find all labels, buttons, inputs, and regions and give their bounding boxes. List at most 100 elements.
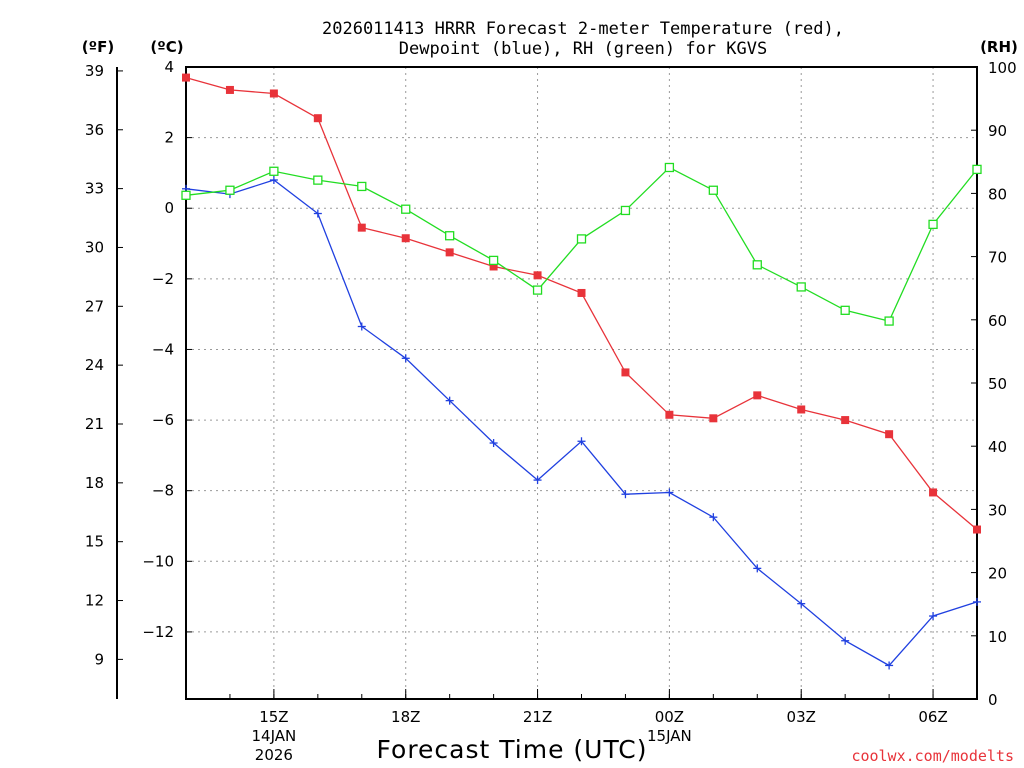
temperature-point bbox=[225, 85, 234, 94]
fahrenheit-tick-label: 24 bbox=[85, 356, 104, 374]
dewpoint-point bbox=[797, 599, 806, 608]
celsius-axis-label: (ºC) bbox=[150, 38, 183, 56]
rh-line bbox=[185, 166, 978, 322]
celsius-tick-label: −8 bbox=[152, 482, 174, 500]
dewpoint-point bbox=[489, 439, 498, 448]
celsius-tick-label: −12 bbox=[142, 623, 174, 641]
temperature-point bbox=[577, 288, 586, 297]
temperature-point bbox=[533, 271, 542, 280]
dewpoint-point bbox=[973, 597, 981, 606]
x-tick-label: 03Z bbox=[787, 708, 816, 726]
rh-point bbox=[225, 185, 235, 195]
rh-point bbox=[357, 181, 367, 192]
celsius-tick-label: −4 bbox=[152, 340, 174, 358]
rh-point bbox=[313, 175, 323, 185]
dewpoint-point bbox=[709, 513, 718, 522]
temperature-point bbox=[797, 405, 806, 414]
dewpoint-point bbox=[885, 661, 894, 670]
dewpoint-point bbox=[753, 564, 762, 573]
credit-text[interactable]: coolwx.com/modelts bbox=[851, 747, 1014, 765]
x-year-label: 2026 bbox=[255, 746, 293, 764]
fahrenheit-tick-label: 36 bbox=[85, 121, 104, 139]
rh-point bbox=[972, 164, 982, 175]
rh-tick-label: 70 bbox=[988, 249, 1007, 267]
temperature-point bbox=[269, 89, 278, 98]
x-tick-label: 06Z bbox=[918, 708, 947, 726]
rh-point bbox=[181, 190, 191, 200]
rh-tick-label: 80 bbox=[988, 185, 1007, 203]
celsius-tick-label: −10 bbox=[142, 552, 174, 570]
temperature-point bbox=[929, 488, 938, 497]
dewpoint-point bbox=[357, 322, 366, 331]
dewpoint-point bbox=[929, 612, 938, 621]
x-date-label: 14JAN bbox=[252, 727, 297, 745]
x-tick-label: 18Z bbox=[391, 708, 420, 726]
dewpoint-point bbox=[533, 476, 542, 485]
dewpoint-point bbox=[269, 175, 278, 184]
fahrenheit-tick-label: 30 bbox=[85, 238, 104, 256]
celsius-tick-label: 2 bbox=[164, 129, 174, 147]
dewpoint-point bbox=[401, 354, 410, 363]
rh-tick-label: 40 bbox=[988, 438, 1007, 456]
fahrenheit-tick-label: 33 bbox=[85, 180, 104, 198]
temperature-point bbox=[665, 410, 674, 419]
chart-title-line1: 2026011413 HRRR Forecast 2-meter Tempera… bbox=[322, 19, 844, 39]
temperature-point bbox=[401, 234, 410, 243]
x-tick-label: 15Z bbox=[259, 708, 288, 726]
rh-tick-label: 50 bbox=[988, 375, 1007, 393]
rh-point bbox=[884, 316, 894, 326]
fahrenheit-axis-label: (ºF) bbox=[82, 38, 114, 56]
temperature-point bbox=[489, 262, 498, 271]
rh-point bbox=[532, 285, 543, 295]
rh-point bbox=[620, 205, 631, 216]
temperature-point bbox=[621, 368, 630, 377]
rh-point bbox=[708, 185, 718, 195]
dewpoint-line bbox=[185, 179, 978, 667]
axes-ticks: 420−2−4−6−8−10−1239363330272421181512910… bbox=[85, 58, 1017, 764]
dewpoint-point bbox=[577, 437, 586, 446]
rh-point bbox=[401, 204, 411, 214]
temperature-point bbox=[885, 430, 894, 439]
celsius-tick-label: −2 bbox=[152, 270, 174, 288]
rh-tick-label: 0 bbox=[988, 691, 998, 709]
temperature-point bbox=[709, 414, 718, 423]
dewpoint-point bbox=[445, 396, 454, 405]
x-tick-label: 00Z bbox=[655, 708, 684, 726]
rh-tick-label: 10 bbox=[988, 628, 1007, 646]
temperature-point bbox=[445, 248, 454, 257]
chart-title-line2: Dewpoint (blue), RH (green) for KGVS bbox=[399, 39, 767, 59]
x-date-label: 15JAN bbox=[647, 727, 692, 745]
celsius-tick-label: 4 bbox=[164, 58, 174, 76]
rh-point bbox=[796, 282, 806, 292]
temperature-point bbox=[753, 391, 762, 400]
rh-point bbox=[445, 231, 455, 241]
rh-tick-label: 90 bbox=[988, 122, 1007, 140]
fahrenheit-tick-label: 21 bbox=[85, 415, 104, 433]
celsius-tick-label: 0 bbox=[164, 199, 174, 217]
plot-frame bbox=[185, 66, 978, 700]
rh-point bbox=[752, 260, 762, 270]
rh-tick-label: 100 bbox=[988, 59, 1017, 77]
rh-tick-label: 60 bbox=[988, 312, 1007, 330]
temperature-line bbox=[185, 76, 978, 530]
rh-tick-label: 30 bbox=[988, 501, 1007, 519]
fahrenheit-tick-label: 15 bbox=[85, 533, 104, 551]
fahrenheit-tick-label: 12 bbox=[85, 592, 104, 610]
fahrenheit-tick-label: 18 bbox=[85, 474, 104, 492]
series-layer bbox=[181, 73, 982, 670]
rh-point bbox=[928, 219, 938, 230]
fahrenheit-tick-label: 27 bbox=[85, 297, 104, 315]
rh-point bbox=[840, 305, 850, 315]
x-axis-title: Forecast Time (UTC) bbox=[377, 735, 648, 764]
rh-point bbox=[269, 166, 279, 176]
temperature-point bbox=[973, 525, 981, 534]
temperature-point bbox=[841, 416, 850, 425]
rh-point bbox=[664, 162, 675, 173]
temperature-point bbox=[357, 223, 366, 232]
dewpoint-point bbox=[665, 488, 674, 497]
x-tick-label: 21Z bbox=[523, 708, 552, 726]
rh-point bbox=[576, 234, 587, 244]
dewpoint-point bbox=[313, 209, 322, 218]
dewpoint-point bbox=[621, 490, 630, 499]
